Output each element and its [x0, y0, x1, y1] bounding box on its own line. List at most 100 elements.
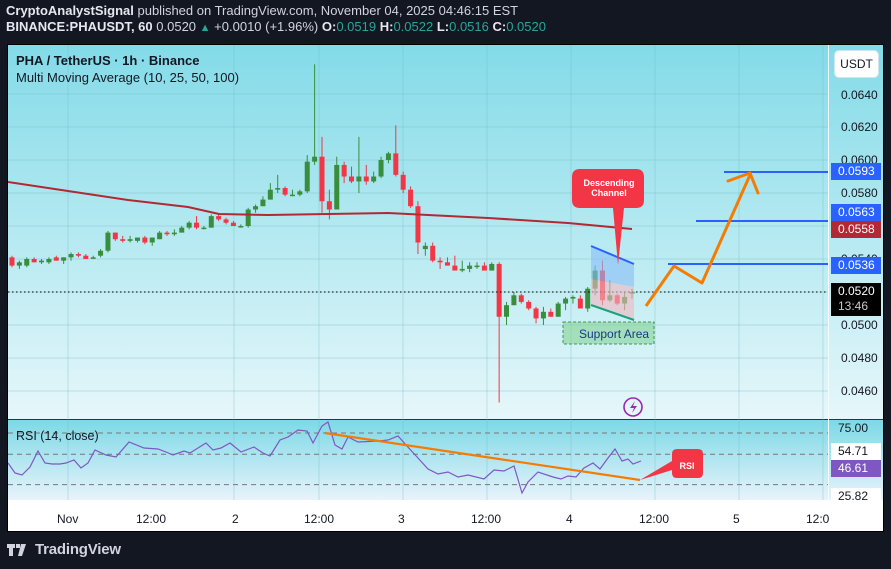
time-label: 12:00: [471, 512, 502, 526]
target2-price-tag: 0.0563: [831, 204, 881, 221]
symbol-name: BINANCE:PHAUSDT, 60: [6, 19, 153, 34]
ma-price-tag: 0.0558: [831, 221, 881, 238]
candle-body: [230, 222, 236, 226]
candle-body: [61, 257, 67, 261]
candle-body: [474, 265, 480, 268]
candle-body: [105, 232, 111, 251]
candle-body: [437, 260, 443, 263]
price-label: 0.0640: [841, 88, 878, 102]
candle-body: [90, 257, 96, 259]
time-label: 12:00: [304, 512, 335, 526]
price-change: +0.0010 (+1.96%): [214, 19, 319, 34]
candle-body: [563, 298, 569, 304]
candle-body: [83, 255, 89, 259]
candle-body: [570, 296, 576, 299]
candle-body: [400, 174, 406, 190]
candle-body: [297, 191, 303, 195]
rsi-level-lower: 25.82: [831, 488, 881, 505]
channel-lower-fill: [591, 279, 634, 320]
candle-body: [467, 265, 473, 269]
candle-body: [349, 176, 355, 182]
price-label: 0.0480: [841, 351, 878, 365]
candle-body: [186, 222, 192, 228]
candle-body: [164, 232, 170, 235]
channel-top-line: [590, 245, 635, 265]
indicator-legend[interactable]: Multi Moving Average (10, 25, 50, 100): [16, 70, 240, 85]
candle-body: [489, 263, 495, 271]
rsi-callout-label: RSI: [679, 461, 694, 471]
candle-body: [452, 265, 458, 271]
candle-body: [481, 265, 487, 271]
high-value: 0.0522: [393, 19, 434, 34]
candle-body: [533, 308, 539, 319]
author-name[interactable]: CryptoAnalystSignal: [6, 3, 134, 18]
candle-body: [53, 257, 59, 261]
time-label: 12:00: [639, 512, 670, 526]
time-label: 12:00: [136, 512, 167, 526]
price-label: 0.0580: [841, 186, 878, 200]
candle-body: [267, 189, 273, 200]
price-scale-border: [828, 45, 829, 500]
candle-body: [179, 227, 185, 233]
high-label: H:: [379, 19, 394, 34]
rsi-level-upper: 75.00: [838, 421, 869, 435]
up-triangle-icon: ▲: [199, 22, 211, 34]
low-value: 0.0516: [449, 19, 489, 34]
candle-body: [408, 189, 414, 207]
candle-body: [134, 237, 140, 241]
candle-body: [304, 161, 310, 192]
time-axis[interactable]: [8, 501, 883, 531]
time-label: 12:0: [806, 512, 830, 526]
channel-bottom-line: [590, 304, 635, 321]
rsi-level-mid: 54.71: [831, 443, 881, 460]
rsi-callout: [640, 449, 703, 480]
candle-body: [334, 164, 340, 210]
chart-pane: Support Area Descending Channel RSI PHA / T…: [8, 45, 884, 532]
candle-body: [555, 303, 561, 317]
candle-body: [98, 250, 104, 256]
time-label: 3: [398, 512, 405, 526]
open-value: 0.0519: [336, 19, 377, 34]
current-price: 0.0520: [838, 284, 875, 298]
candle-body: [341, 164, 347, 177]
pane-separator[interactable]: [8, 419, 883, 420]
channel-upper-fill: [591, 246, 634, 287]
publish-header: CryptoAnalystSignal published on Trading…: [6, 3, 546, 36]
candle-body: [216, 216, 222, 220]
rsi-legend[interactable]: RSI (14, close): [16, 429, 99, 443]
tradingview-footer[interactable]: TradingView: [7, 541, 121, 558]
bar-countdown: 13:46: [838, 299, 869, 313]
current-price-tag: 0.0520 13:46: [831, 283, 881, 316]
candle-body: [223, 219, 229, 223]
lightning-icon: [623, 397, 643, 417]
candle-body: [444, 262, 450, 266]
currency-button[interactable]: USDT: [834, 50, 879, 78]
candle-body: [585, 288, 591, 309]
target1-price-tag: 0.0536: [831, 257, 881, 274]
candle-body: [526, 301, 532, 309]
candle-body: [548, 311, 554, 317]
tradingview-brand: TradingView: [35, 541, 121, 558]
candle-body: [326, 201, 332, 210]
moving-average-line: [8, 181, 633, 230]
candle-body: [275, 188, 281, 190]
time-label: Nov: [57, 512, 79, 526]
candle-body: [415, 206, 421, 243]
candle-body: [149, 237, 155, 243]
symbol-line: BINANCE:PHAUSDT, 60 0.0520 ▲ +0.0010 (+1…: [6, 19, 546, 36]
last-price: 0.0520: [156, 19, 197, 34]
channel-callout-label: Descending: [583, 178, 634, 188]
channel-callout: [572, 169, 644, 265]
candle-body: [282, 188, 288, 195]
candle-body: [157, 232, 163, 240]
tradingview-logo-icon: [7, 543, 26, 556]
lightning-icon: [630, 401, 637, 413]
support-area-box: [562, 321, 655, 345]
candle-body: [171, 232, 177, 235]
candle-body: [260, 199, 266, 207]
price-pane[interactable]: [8, 45, 883, 419]
candle-body: [142, 237, 148, 243]
candle-body: [540, 311, 546, 319]
candle-body: [120, 239, 126, 241]
